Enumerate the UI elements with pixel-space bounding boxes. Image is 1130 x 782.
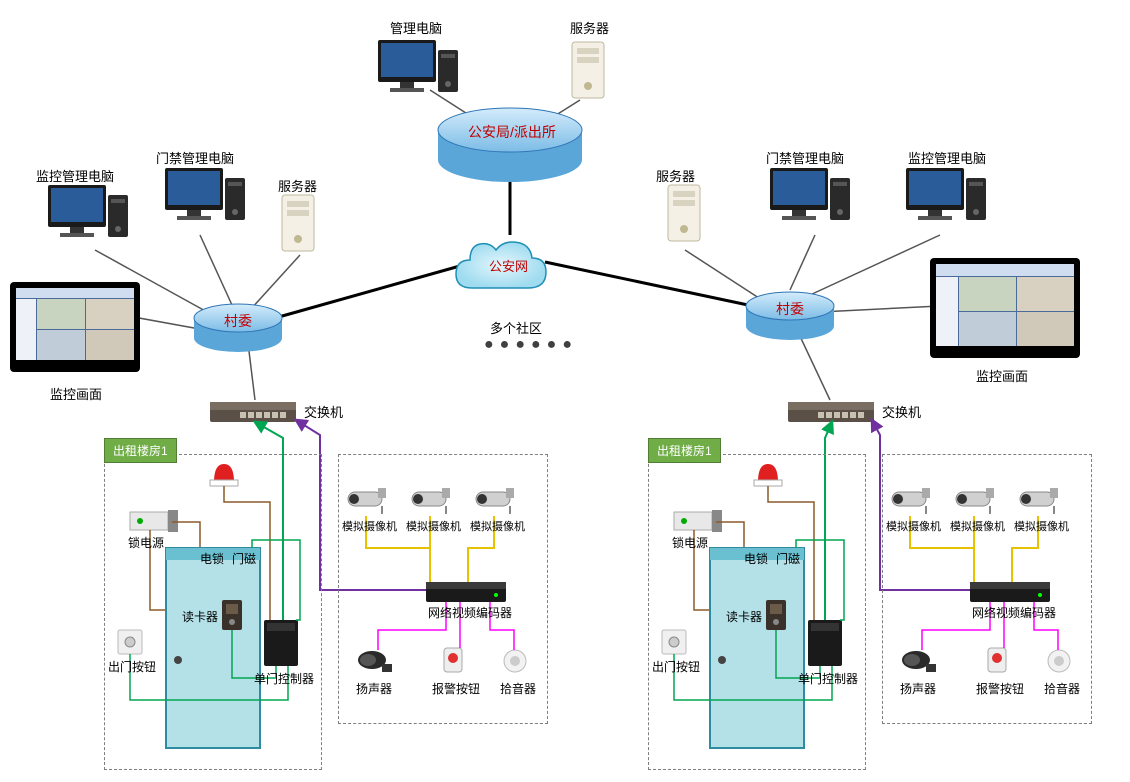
spk-r-label: 扬声器 — [900, 680, 936, 697]
reader-l-label: 读卡器 — [182, 608, 218, 625]
mic-l-label: 拾音器 — [500, 680, 536, 697]
enc-l-label: 网络视频编码器 — [428, 604, 512, 621]
switch-l-label: 交换机 — [304, 402, 343, 421]
access-pc-l-label: 门禁管理电脑 — [156, 148, 234, 167]
spk-l-label: 扬声器 — [356, 680, 392, 697]
alm-r-label: 报警按钮 — [976, 680, 1024, 697]
village-l-label: 村委 — [224, 311, 252, 331]
access-pc-r-icon — [770, 168, 850, 220]
monitor-right-icon — [930, 258, 1080, 358]
server-l-label: 服务器 — [278, 176, 317, 195]
mgmt-pc-icon — [378, 40, 458, 92]
switch-l-icon — [210, 402, 296, 422]
exit-l-label: 出门按钮 — [108, 658, 156, 675]
server-r-label: 服务器 — [656, 166, 695, 185]
dsense-r-label: 门磁 — [776, 550, 800, 567]
dsense-l-label: 门磁 — [232, 550, 256, 567]
police-net-label: 公安网 — [489, 256, 528, 275]
mon-pc-l-label: 监控管理电脑 — [36, 166, 114, 185]
village-r-label: 村委 — [776, 299, 804, 319]
switch-r-icon — [788, 402, 874, 422]
mic-r-label: 拾音器 — [1044, 680, 1080, 697]
server-l-icon — [282, 195, 314, 251]
mon-pc-r-icon — [906, 168, 986, 220]
mon-screen-r-label: 监控画面 — [976, 366, 1028, 385]
cam2-r-label: 模拟摄像机 — [950, 518, 1005, 534]
cam3-l-label: 模拟摄像机 — [470, 518, 525, 534]
building-left-tag: 出租楼房1 — [104, 438, 177, 463]
mon-pc-l-icon — [48, 185, 128, 237]
switch-r-label: 交换机 — [882, 402, 921, 421]
alm-l-label: 报警按钮 — [432, 680, 480, 697]
cam3-r-label: 模拟摄像机 — [1014, 518, 1069, 534]
cam2-l-label: 模拟摄像机 — [406, 518, 461, 534]
elock-r-label: 电锁 — [744, 550, 768, 567]
psu-l-label: 锁电源 — [128, 534, 164, 551]
mon-pc-r-label: 监控管理电脑 — [908, 148, 986, 167]
enc-r-label: 网络视频编码器 — [972, 604, 1056, 621]
server-r-icon — [668, 185, 700, 241]
multi-comm-label: 多个社区 — [490, 318, 542, 337]
police-hub-icon — [438, 108, 582, 182]
mgmt-pc-label: 管理电脑 — [390, 18, 442, 37]
cam1-r-label: 模拟摄像机 — [886, 518, 941, 534]
monitor-left-icon — [10, 282, 140, 372]
reader-r-label: 读卡器 — [726, 608, 762, 625]
building-right-tag: 出租楼房1 — [648, 438, 721, 463]
mon-screen-l-label: 监控画面 — [50, 384, 102, 403]
access-pc-l-icon — [165, 168, 245, 220]
cam1-l-label: 模拟摄像机 — [342, 518, 397, 534]
ctrl-l-label: 单门控制器 — [254, 670, 314, 687]
server-top-icon — [572, 42, 604, 98]
access-pc-r-label: 门禁管理电脑 — [766, 148, 844, 167]
elock-l-label: 电锁 — [200, 550, 224, 567]
ctrl-r-label: 单门控制器 — [798, 670, 858, 687]
psu-r-label: 锁电源 — [672, 534, 708, 551]
exit-r-label: 出门按钮 — [652, 658, 700, 675]
police-hub-label: 公安局/派出所 — [468, 122, 556, 142]
server-top-label: 服务器 — [570, 18, 609, 37]
dots-icon: ●●●●●● — [484, 336, 578, 354]
